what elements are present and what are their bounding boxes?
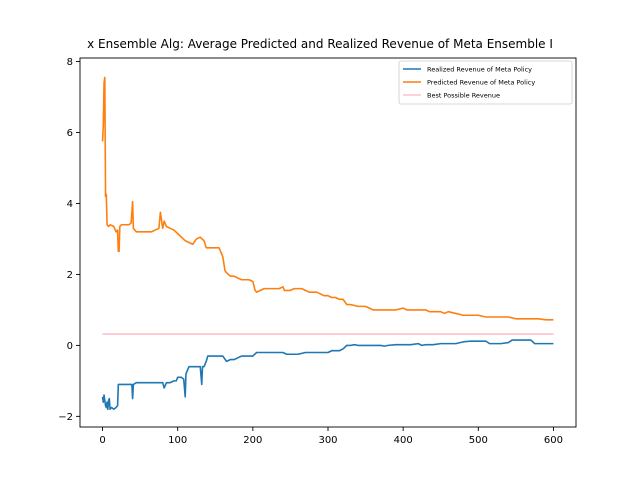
series-line-0 xyxy=(101,339,554,411)
axes-layer: 0 100 200 300 400 500 600 −2 0 2 4 6 8 xyxy=(58,57,577,446)
y-tick-label: 2 xyxy=(67,270,73,281)
chart-title: x Ensemble Alg: Average Predicted and Re… xyxy=(87,37,553,51)
series-layer xyxy=(101,76,554,411)
x-tick-label: 300 xyxy=(318,435,337,446)
legend-label-0: Realized Revenue of Meta Policy xyxy=(427,65,532,73)
legend-box xyxy=(398,60,573,105)
y-tick-label: −2 xyxy=(58,412,73,423)
y-tick-label: 4 xyxy=(67,199,73,210)
x-tick-label: 100 xyxy=(168,435,187,446)
x-tick-label: 400 xyxy=(394,435,413,446)
legend-label-2: Best Possible Revenue xyxy=(427,91,500,99)
y-tick-label: 6 xyxy=(67,128,73,139)
y-tick-label: 0 xyxy=(67,341,73,352)
plot-area xyxy=(80,58,576,427)
x-tick-label: 0 xyxy=(99,435,105,446)
series-line-1 xyxy=(101,76,554,321)
x-tick-label: 200 xyxy=(243,435,262,446)
legend: Realized Revenue of Meta Policy Predicted… xyxy=(398,60,573,105)
x-tick-label: 500 xyxy=(469,435,488,446)
y-tick-label: 8 xyxy=(67,57,73,68)
x-tick-label: 600 xyxy=(544,435,563,446)
legend-label-1: Predicted Revenue of Meta Policy xyxy=(427,78,535,86)
